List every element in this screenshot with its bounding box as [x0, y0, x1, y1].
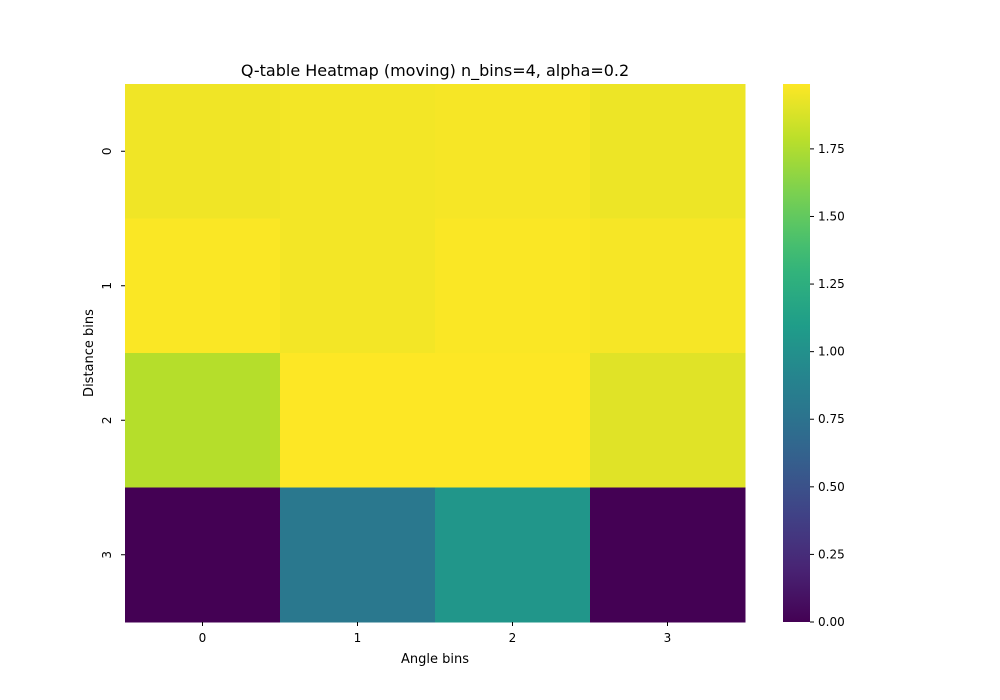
- heatmap-cell: [280, 487, 436, 623]
- colorbar-tick-label: 0.25: [818, 547, 845, 561]
- heatmap-cells: [125, 84, 746, 623]
- chart-title: Q-table Heatmap (moving) n_bins=4, alpha…: [241, 61, 629, 81]
- heatmap-cell: [590, 218, 746, 354]
- colorbar-tick-label: 0.50: [818, 480, 845, 494]
- colorbar: [783, 84, 810, 622]
- heatmap-cell: [280, 84, 436, 219]
- heatmap-cell: [435, 218, 591, 354]
- heatmap-cell: [435, 487, 591, 623]
- x-tick-label: 3: [664, 631, 672, 645]
- heatmap-cell: [590, 84, 746, 219]
- x-axis: 0 1 2 3: [199, 622, 672, 645]
- colorbar-tick-label: 1.50: [818, 209, 845, 223]
- heatmap-cell: [280, 218, 436, 354]
- y-tick-label: 3: [100, 551, 114, 559]
- colorbar-tick-label: 1.75: [818, 142, 845, 156]
- y-axis: 0 1 2 3: [100, 147, 125, 559]
- heatmap-cell: [590, 353, 746, 488]
- y-tick-label: 0: [100, 147, 114, 155]
- colorbar-tick-label: 1.00: [818, 345, 845, 359]
- x-axis-label: Angle bins: [401, 652, 469, 667]
- x-tick-label: 2: [509, 631, 517, 645]
- colorbar-tick-label: 0.00: [818, 615, 845, 629]
- x-tick-label: 1: [354, 631, 362, 645]
- y-tick-label: 2: [100, 416, 114, 424]
- heatmap-cell: [125, 218, 281, 354]
- x-tick-label: 0: [199, 631, 207, 645]
- heatmap-cell: [125, 487, 281, 623]
- heatmap-cell: [125, 353, 281, 488]
- heatmap-cell: [280, 353, 436, 488]
- colorbar-tick-label: 1.25: [818, 277, 845, 291]
- colorbar-tick-label: 0.75: [818, 412, 845, 426]
- colorbar-ticks: 0.00 0.25 0.50 0.75 1.00 1.25 1.50 1.75: [810, 142, 845, 629]
- heatmap-cell: [435, 84, 591, 219]
- heatmap-cell: [125, 84, 281, 219]
- y-axis-label: Distance bins: [82, 309, 97, 397]
- y-tick-label: 1: [100, 282, 114, 290]
- heatmap-cell: [590, 487, 746, 623]
- heatmap-cell: [435, 353, 591, 488]
